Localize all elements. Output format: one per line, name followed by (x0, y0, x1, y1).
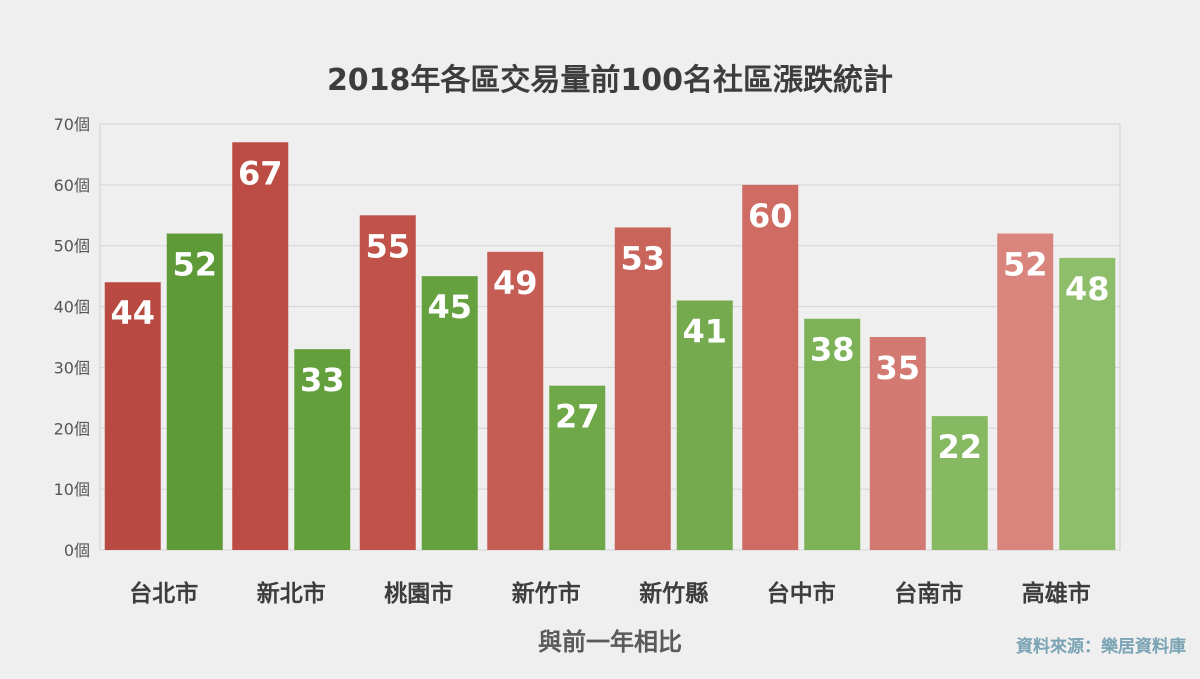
bar-green-1 (294, 349, 351, 550)
source-label: 資料來源：樂居資料庫 (1016, 637, 1186, 657)
bar-red-5 (742, 184, 799, 550)
y-tick-label: 50個 (54, 237, 90, 256)
data-label: 35 (875, 349, 920, 387)
bar-green-3 (549, 385, 606, 550)
y-tick-label: 70個 (54, 115, 90, 134)
x-axis-categories: 台北市 新北市 桃園市 新竹市 新竹縣 台中市 台南市 高雄市 (129, 580, 1091, 607)
data-label: 52 (1003, 246, 1048, 284)
data-label: 67 (238, 154, 283, 192)
data-label: 22 (937, 428, 982, 466)
bar-red-3 (487, 251, 544, 551)
x-tick-label: 台中市 (767, 580, 836, 607)
data-label: 48 (1065, 270, 1110, 308)
x-tick-label: 新北市 (257, 580, 326, 607)
bars (104, 142, 1116, 551)
bar-green-4 (676, 300, 733, 550)
y-tick-label: 10個 (54, 480, 90, 499)
y-tick-label: 0個 (64, 541, 90, 560)
data-label: 53 (620, 239, 665, 277)
bar-green-6 (931, 416, 988, 550)
bar-red-6 (869, 337, 926, 550)
x-tick-label: 台北市 (129, 580, 198, 607)
bar-red-2 (359, 215, 416, 551)
data-label: 60 (748, 197, 793, 235)
y-tick-label: 40個 (54, 298, 90, 317)
data-label: 41 (682, 312, 727, 350)
data-label: 49 (493, 264, 538, 302)
data-label: 45 (427, 288, 472, 326)
x-tick-label: 台南市 (894, 580, 963, 607)
y-axis-ticks: 0個 10個 20個 30個 40個 50個 60個 70個 (54, 115, 90, 560)
bar-green-0 (166, 233, 223, 551)
y-tick-label: 30個 (54, 358, 90, 377)
data-labels: 44 52 67 33 55 45 49 27 53 41 60 38 35 22 52 48 (110, 154, 1109, 466)
y-tick-label: 60個 (54, 176, 90, 195)
data-label: 44 (110, 294, 155, 332)
bar-green-7 (1059, 257, 1116, 550)
y-tick-label: 20個 (54, 419, 90, 438)
x-axis-title: 與前一年相比 (538, 628, 682, 656)
bar-red-0 (104, 282, 161, 550)
data-label: 52 (172, 246, 217, 284)
x-tick-label: 新竹市 (512, 580, 581, 607)
chart-title: 2018年各區交易量前100名社區漲跌統計 (327, 63, 893, 98)
x-tick-label: 高雄市 (1022, 580, 1091, 607)
data-label: 33 (300, 361, 345, 399)
data-label: 27 (555, 398, 600, 436)
data-label: 38 (810, 331, 855, 369)
x-tick-label: 新竹縣 (639, 580, 708, 607)
data-label: 55 (365, 227, 410, 265)
bar-green-5 (804, 318, 861, 550)
x-tick-label: 桃園市 (384, 580, 453, 607)
bar-green-2 (421, 276, 478, 550)
bar-red-7 (997, 233, 1054, 551)
bar-red-4 (614, 227, 671, 550)
bar-red-1 (232, 142, 289, 550)
